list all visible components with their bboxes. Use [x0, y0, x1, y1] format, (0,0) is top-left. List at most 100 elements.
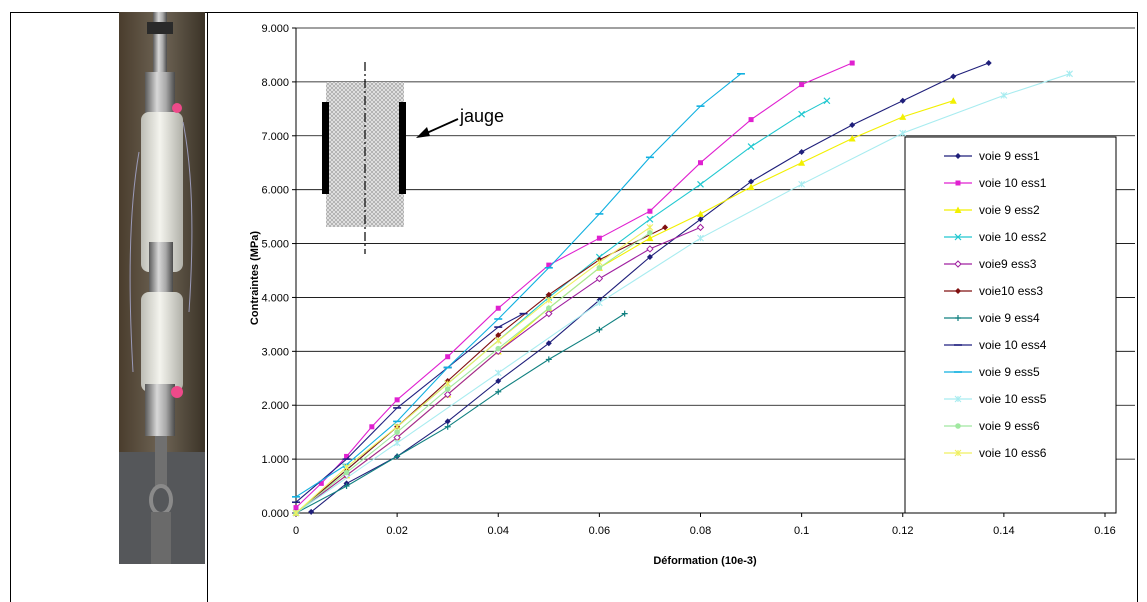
- legend-swatch-marker: [955, 288, 961, 294]
- legend-swatch-marker: [955, 180, 961, 186]
- data-point: [545, 356, 552, 363]
- gauge-annotation-label: jauge: [459, 106, 504, 126]
- data-point: [444, 423, 451, 430]
- legend-item-voie10-ess3: voie10 ess3: [944, 284, 1043, 298]
- data-point: [849, 60, 855, 66]
- data-point: [343, 469, 350, 476]
- legend-item-voie9-ess3: voie9 ess3: [944, 257, 1037, 271]
- legend-item-voie-10-ess5: voie 10 ess5: [944, 392, 1047, 406]
- data-point: [444, 380, 452, 388]
- x-tick-label: 0.1: [794, 525, 809, 537]
- legend-swatch-marker: [954, 206, 962, 213]
- data-point: [308, 508, 315, 515]
- data-point: [1000, 91, 1008, 99]
- data-point: [1066, 70, 1073, 78]
- series-line-voie10-ess3: [295, 226, 666, 514]
- x-axis-title: Déformation (10e-3): [653, 555, 757, 567]
- legend-label: voie 10 ess4: [979, 338, 1047, 352]
- series-voie-9-ess5: [292, 73, 745, 498]
- series-line-voie-9-ess4: [295, 313, 625, 514]
- series-line-voie-10-ess1: [295, 62, 853, 508]
- data-point: [394, 429, 400, 435]
- table-top-border: [10, 12, 1138, 13]
- data-point: [318, 480, 324, 486]
- data-point: [344, 453, 350, 459]
- legend-label: voie 9 ess2: [979, 203, 1040, 217]
- data-point: [798, 148, 805, 155]
- series-voie-10-ess1: [293, 60, 855, 511]
- data-point: [292, 509, 300, 517]
- data-point: [444, 418, 451, 425]
- data-point: [646, 224, 654, 231]
- series-line-voie-9-ess5: [295, 73, 742, 498]
- data-point: [747, 183, 755, 190]
- data-point: [394, 453, 401, 460]
- legend: voie 9 ess1 voie 10 ess1 voie 9 ess2 voie 1…: [904, 136, 1117, 514]
- data-point: [698, 160, 703, 166]
- table-left-border: [10, 12, 11, 602]
- data-point: [595, 274, 604, 283]
- data-point: [595, 299, 603, 307]
- y-tick-label: 2.000: [261, 400, 289, 412]
- x-tick-label: 0: [293, 525, 299, 537]
- legend-item-voie-10-ess6: voie 10 ess6: [944, 446, 1047, 460]
- data-point: [696, 223, 705, 232]
- x-tick-label: 0.08: [690, 525, 711, 537]
- gauge-right-strip: [399, 102, 406, 194]
- legend-label: voie 10 ess2: [979, 230, 1047, 244]
- data-point: [494, 337, 502, 344]
- data-point: [646, 234, 654, 242]
- data-point: [596, 235, 602, 241]
- x-tick-label: 0.16: [1094, 525, 1115, 537]
- data-point: [445, 354, 451, 360]
- data-point: [546, 262, 552, 268]
- tensile-specimen-photo: [119, 12, 205, 564]
- data-point: [621, 310, 628, 317]
- data-point: [697, 216, 704, 223]
- x-tick-label: 0.12: [892, 525, 913, 537]
- data-point: [823, 97, 831, 105]
- legend-item-voie-9-ess4: voie 9 ess4: [944, 311, 1040, 325]
- legend-label: voie 9 ess1: [979, 149, 1040, 163]
- data-point: [596, 326, 603, 333]
- y-tick-label: 0.000: [261, 508, 289, 520]
- legend-swatch-marker: [954, 449, 962, 457]
- data-point: [647, 208, 653, 214]
- legend-label: voie10 ess3: [979, 284, 1043, 298]
- table-right-border: [1137, 12, 1138, 602]
- series-line-voie-9-ess1: [310, 62, 989, 513]
- data-point: [495, 332, 502, 339]
- data-point: [697, 234, 704, 242]
- series-voie-10-ess6: [292, 224, 654, 517]
- data-point: [495, 377, 502, 384]
- data-point: [393, 439, 401, 447]
- data-point: [747, 143, 755, 150]
- data-point: [596, 265, 603, 271]
- data-point: [494, 369, 502, 377]
- gauge-left-strip: [322, 102, 329, 194]
- data-point: [798, 180, 806, 188]
- y-axis-title: Contraintes (MPa): [249, 231, 261, 325]
- table-column-divider: [207, 12, 208, 602]
- data-point: [595, 259, 603, 266]
- data-point: [647, 229, 653, 236]
- data-point: [848, 134, 856, 142]
- gauge-arrowhead: [416, 127, 430, 138]
- data-point: [444, 386, 451, 392]
- data-point: [950, 73, 957, 80]
- legend-label: voie 10 ess5: [979, 392, 1047, 406]
- series-line-voie-10-ess4: [295, 313, 524, 503]
- data-point: [697, 180, 704, 188]
- legend-label: voie 9 ess5: [979, 365, 1040, 379]
- data-point: [662, 224, 669, 231]
- legend-label: voie 9 ess6: [979, 419, 1040, 433]
- y-tick-label: 4.000: [261, 292, 289, 304]
- data-point: [748, 117, 754, 123]
- legend-label: voie 10 ess1: [979, 176, 1047, 190]
- legend-item-voie-9-ess1: voie 9 ess1: [944, 149, 1040, 163]
- data-point: [798, 110, 806, 118]
- data-point: [369, 424, 375, 430]
- y-tick-label: 1.000: [261, 454, 289, 466]
- legend-label: voie9 ess3: [979, 257, 1037, 271]
- data-point: [646, 245, 654, 253]
